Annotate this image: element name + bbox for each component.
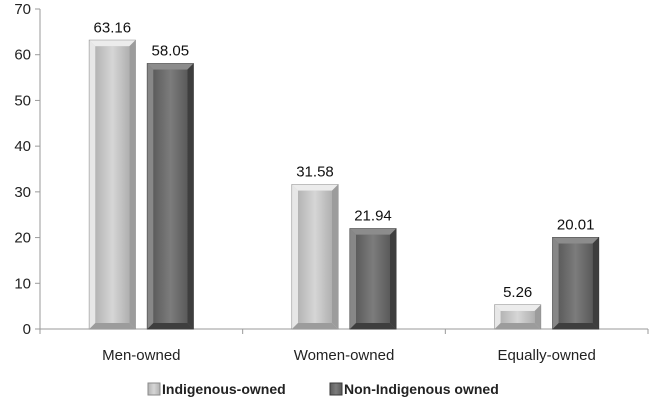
data-label: 20.01 <box>557 217 595 234</box>
bar-face <box>500 310 535 323</box>
y-tick-label: 20 <box>14 230 31 247</box>
bar-bevel-top <box>292 184 338 191</box>
data-label: 31.58 <box>296 164 334 181</box>
bar-bevel-bottom <box>292 323 338 329</box>
y-tick-label: 60 <box>14 47 31 64</box>
bar-bevel-top <box>147 63 194 70</box>
y-tick-label: 50 <box>14 92 31 109</box>
bar-indigenous-0 <box>88 39 136 330</box>
legend: Indigenous-owned Non-Indigenous owned <box>147 381 499 397</box>
bar-bevel-bottom <box>147 323 194 329</box>
bar-bevel-top <box>552 237 599 244</box>
y-tick-label: 70 <box>14 1 31 18</box>
bar-bevel-left <box>147 63 154 329</box>
y-tick-label: 10 <box>14 275 31 292</box>
bar-bevel-top <box>494 304 541 311</box>
x-tick-label: Men-owned <box>102 347 180 364</box>
bar-bevel-right <box>390 228 396 329</box>
bar-bevel-top <box>350 228 396 235</box>
bar-bevel-left <box>494 304 501 329</box>
data-labels: 63.16 58.05 31.58 21.94 5.26 20.01 <box>94 19 595 301</box>
bar-bevel-left <box>292 184 298 329</box>
bar-bevel-right <box>187 63 194 329</box>
bar-non-indigenous-0 <box>146 63 194 330</box>
legend-item-indigenous: Indigenous-owned <box>147 381 286 397</box>
data-label: 5.26 <box>503 284 532 301</box>
bar-bevel-bottom <box>552 323 599 329</box>
bar-bevel-bottom <box>494 323 541 329</box>
legend-label: Non-Indigenous owned <box>344 381 499 397</box>
legend-swatch <box>147 382 161 396</box>
bar-face <box>95 46 130 324</box>
bar-bevel-right <box>129 40 136 330</box>
bar-face <box>558 243 593 323</box>
bar-face <box>298 190 332 323</box>
data-label: 58.05 <box>152 43 190 60</box>
x-tick-label: Equally-owned <box>497 347 595 364</box>
bar-bevel-left <box>350 228 356 329</box>
bar-face <box>153 69 188 323</box>
data-label: 21.94 <box>354 208 392 225</box>
y-tick-label: 0 <box>23 321 31 338</box>
bar-non-indigenous-1 <box>349 228 397 330</box>
bar-face <box>356 234 390 323</box>
axes: 0 10 20 30 40 50 60 70 Men-owned Women-owned Equal… <box>14 1 649 364</box>
x-tick-label: Women-owned <box>294 347 395 364</box>
bar-bevel-right <box>592 237 599 329</box>
bar-bevel-right <box>534 304 541 329</box>
legend-item-non-indigenous: Non-Indigenous owned <box>329 381 499 397</box>
bar-bevel-bottom <box>350 323 396 329</box>
bar-bevel-left <box>89 40 96 330</box>
data-label: 63.16 <box>94 19 132 36</box>
bar-bevel-right <box>332 184 338 329</box>
bar-bevel-bottom <box>89 323 136 329</box>
legend-label: Indigenous-owned <box>162 381 286 397</box>
bar-indigenous-2 <box>494 304 542 330</box>
y-tick-label: 30 <box>14 184 31 201</box>
legend-swatch <box>329 382 343 396</box>
bar-indigenous-1 <box>291 184 339 330</box>
bar-non-indigenous-2 <box>552 237 600 330</box>
bar-bevel-top <box>89 40 136 47</box>
bars <box>88 39 600 330</box>
bar-bevel-left <box>552 237 559 329</box>
y-tick-label: 40 <box>14 138 31 155</box>
